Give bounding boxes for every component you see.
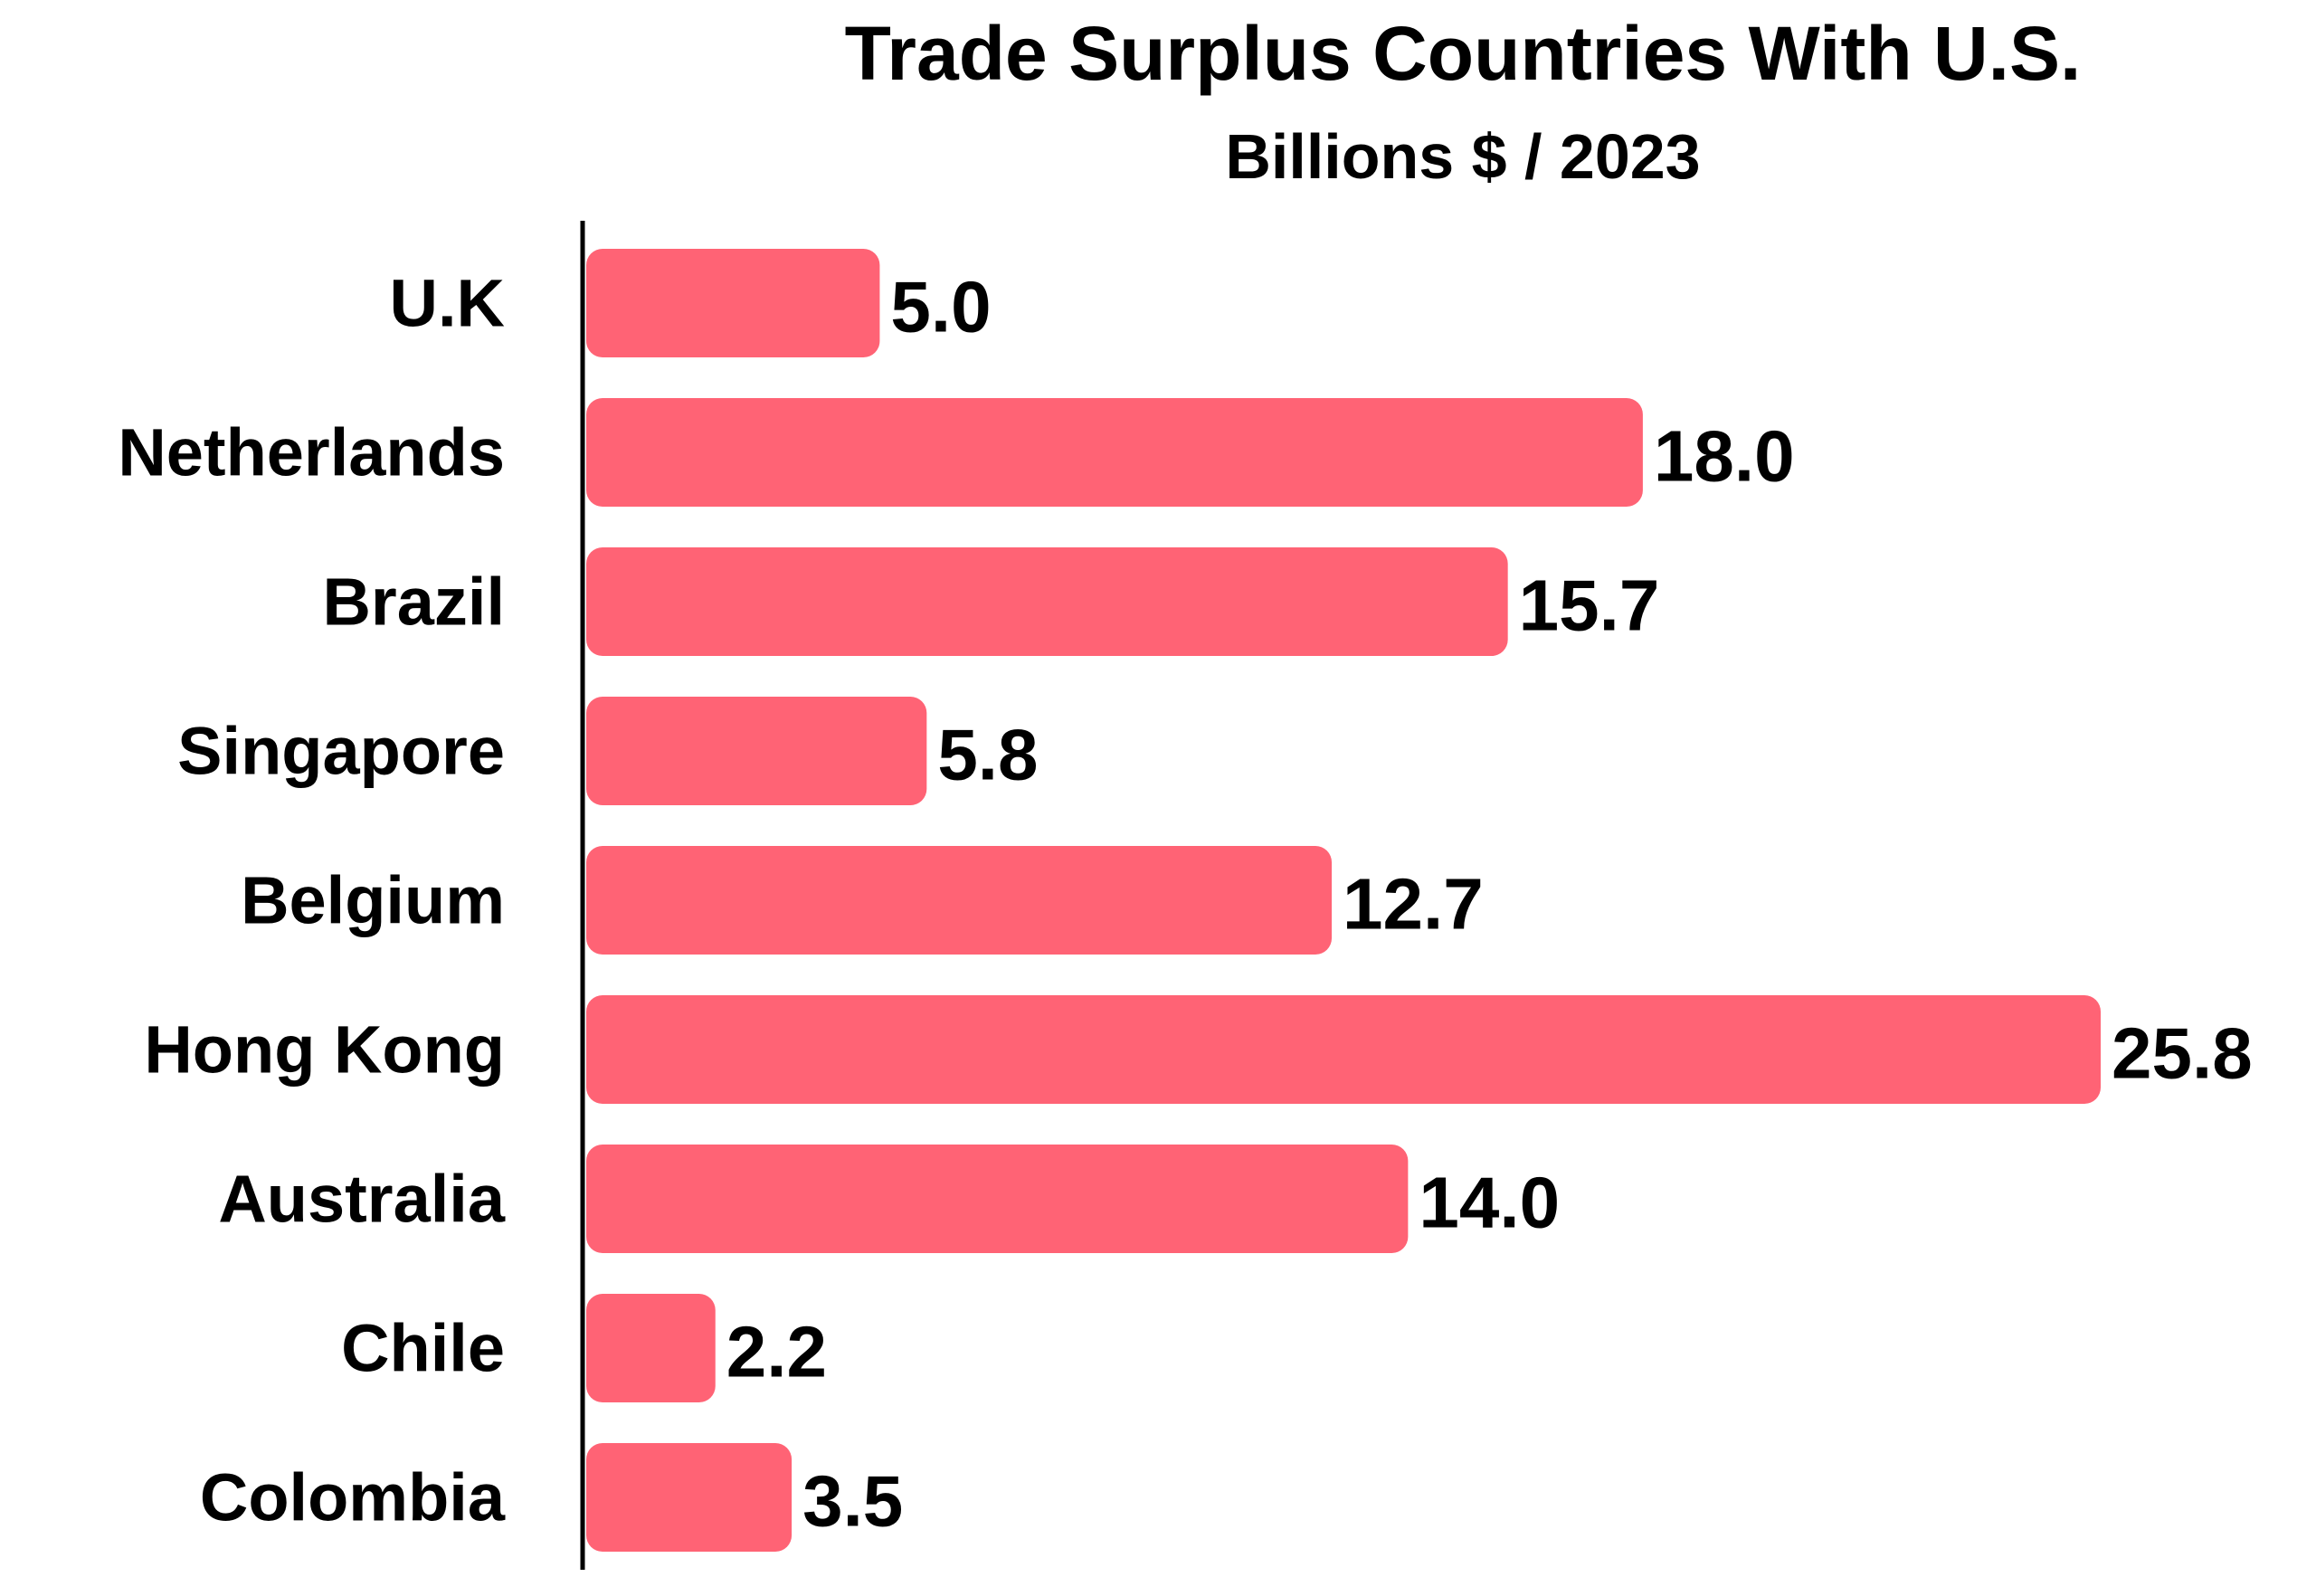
value-label-belgium: 12.7 (1343, 864, 1484, 945)
bars (586, 249, 2101, 1552)
value-label-australia: 14.0 (1419, 1163, 1560, 1243)
bar-australia (586, 1145, 1409, 1253)
value-label-u-k: 5.0 (890, 267, 991, 347)
category-label-brazil: Brazil (322, 565, 505, 640)
chart-title: Trade Surplus Countries With U.S. (845, 11, 2082, 96)
value-label-hong-kong: 25.8 (2112, 1013, 2253, 1094)
value-label-netherlands: 18.0 (1654, 416, 1795, 497)
value-labels: 5.0 18.0 15.7 5.8 12.7 25.8 14.0 2.2 3.5 (726, 267, 2253, 1542)
category-label-colombia: Colombia (200, 1460, 506, 1535)
value-label-chile: 2.2 (726, 1312, 827, 1392)
value-label-singapore: 5.8 (937, 715, 1038, 795)
category-label-netherlands: Netherlands (118, 415, 505, 490)
bar-hong-kong (586, 995, 2101, 1104)
category-label-singapore: Singapore (177, 714, 505, 789)
value-label-colombia: 3.5 (802, 1461, 903, 1542)
category-label-u-k: U.K (390, 266, 505, 341)
category-label-belgium: Belgium (241, 863, 505, 938)
category-label-chile: Chile (341, 1311, 505, 1386)
bar-singapore (586, 697, 927, 805)
bar-netherlands (586, 398, 1643, 507)
chart-subtitle: Billions $ / 2023 (1225, 121, 1700, 192)
category-label-australia: Australia (218, 1162, 506, 1237)
bar-u-k (586, 249, 880, 357)
bar-belgium (586, 846, 1333, 955)
bar-brazil (586, 547, 1508, 656)
value-label-brazil: 15.7 (1519, 565, 1660, 646)
bar-chile (586, 1294, 716, 1402)
category-labels: U.K Netherlands Brazil Singapore Belgium Hong… (118, 266, 506, 1535)
category-label-hong-kong: Hong Kong (144, 1012, 505, 1088)
bar-colombia (586, 1443, 793, 1552)
